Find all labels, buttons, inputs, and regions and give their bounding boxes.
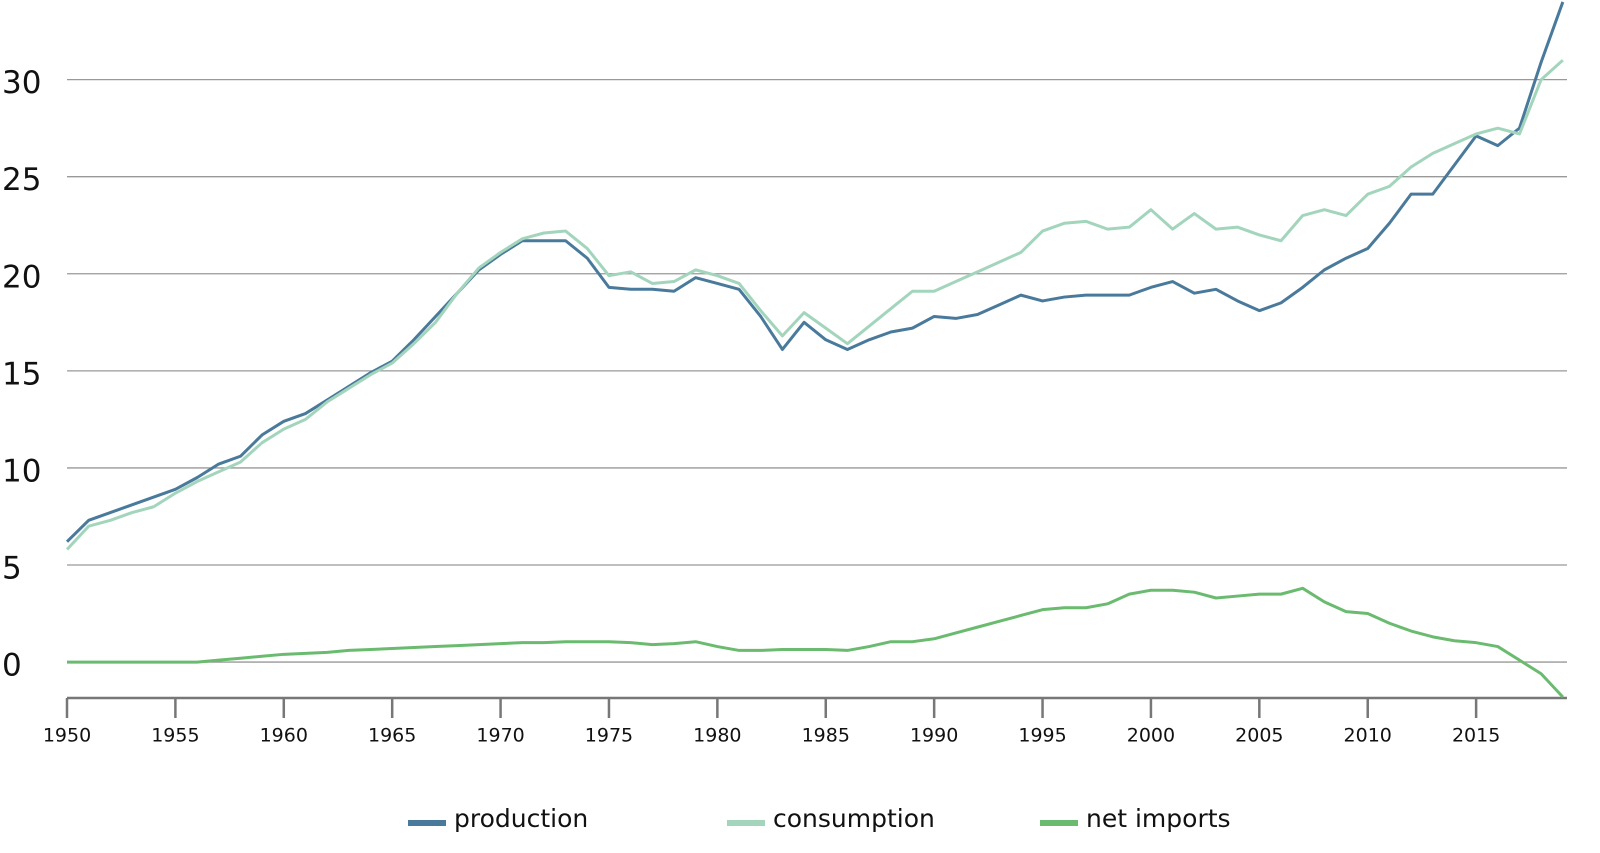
y-tick-label: 25 <box>2 162 41 198</box>
series-line <box>67 586 1564 699</box>
x-tick-label: 1960 <box>260 725 308 747</box>
x-tick-label: 1965 <box>368 725 416 747</box>
x-tick-label: 1985 <box>802 725 850 747</box>
y-tick-label: 0 <box>2 648 22 684</box>
series-line <box>65 1 1565 543</box>
y-tick-label: 10 <box>2 453 41 489</box>
x-tick-label: 1950 <box>43 725 91 747</box>
x-tick-label: 1980 <box>693 725 741 747</box>
legend-label: production <box>454 804 588 833</box>
x-tick-label: 1995 <box>1018 725 1066 747</box>
x-tick-label: 1955 <box>151 725 199 747</box>
x-tick-label: 2010 <box>1344 725 1392 747</box>
x-tick-label: 2000 <box>1127 725 1175 747</box>
x-tick-label: 1970 <box>476 725 524 747</box>
y-tick-label: 5 <box>2 551 22 587</box>
x-tick-label: 2005 <box>1235 725 1283 747</box>
x-tick-label: 2015 <box>1452 725 1500 747</box>
series-line <box>65 59 1564 551</box>
x-tick-label: 1975 <box>585 725 633 747</box>
legend-label: net imports <box>1086 804 1231 833</box>
y-tick-label: 30 <box>2 65 41 101</box>
legend-label: consumption <box>773 804 935 833</box>
y-tick-label: 15 <box>2 356 41 392</box>
x-tick-label: 1990 <box>910 725 958 747</box>
y-tick-label: 20 <box>2 259 41 295</box>
